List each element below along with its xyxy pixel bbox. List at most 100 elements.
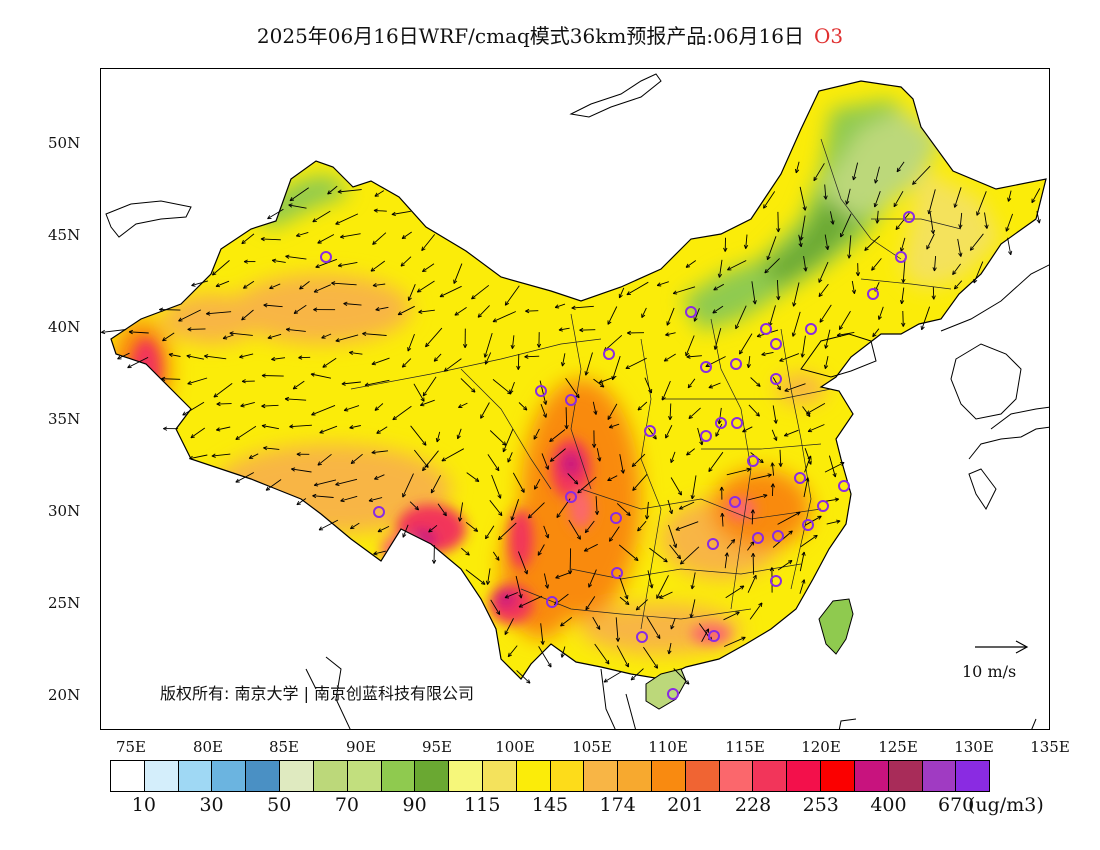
wind-arrow-head (577, 491, 582, 494)
wind-arrow (318, 519, 339, 531)
wind-arrow-head (374, 408, 379, 411)
wind-arrow-head (265, 486, 269, 491)
wind-arrow-head (801, 551, 805, 556)
wind-arrow (511, 499, 520, 521)
wind-arrow (686, 355, 702, 358)
wind-arrow-head (875, 219, 878, 224)
wind-arrow-head (926, 246, 931, 250)
wind-arrow (848, 235, 852, 259)
wind-arrow-head (435, 437, 438, 443)
wind-arrow-head (577, 489, 580, 494)
legend-swatch (685, 761, 720, 791)
wind-arrow-head (726, 552, 729, 557)
legend-swatch (652, 761, 686, 791)
wind-arrow-head (841, 462, 845, 466)
wind-arrow-head (686, 356, 691, 359)
wind-arrow-head (750, 541, 755, 544)
wind-arrow-head (585, 607, 590, 611)
wind-arrow-head (556, 515, 561, 518)
wind-arrow-head (896, 167, 899, 172)
wind-arrow-head (689, 613, 692, 618)
wind-arrow (402, 524, 409, 538)
wind-arrow (417, 280, 435, 293)
wind-arrow-head (285, 255, 290, 259)
lat-label-25n: 25N (48, 594, 81, 612)
wind-arrow-head (666, 322, 671, 326)
wind-arrow (750, 474, 772, 480)
wind-arrow (630, 668, 644, 681)
wind-arrow (824, 234, 829, 250)
wind-arrow-head (718, 420, 722, 425)
wind-arrow (421, 234, 436, 251)
wind-arrow (561, 353, 566, 367)
wind-arrow-head (825, 195, 828, 200)
city-markers (320, 211, 915, 700)
wind-arrow-head (296, 235, 301, 238)
wind-arrow (837, 331, 855, 336)
wind-arrow-head (371, 363, 376, 366)
wind-arrow (243, 280, 255, 289)
wind-vector-field (101, 161, 1041, 685)
wind-arrow-head (462, 344, 466, 348)
city-marker (770, 373, 782, 385)
wind-arrow (799, 579, 805, 594)
wind-arrow-head (959, 224, 963, 229)
wind-arrow-head (836, 519, 841, 522)
wind-arrow (543, 573, 549, 589)
wind-arrow-head (343, 407, 348, 411)
wind-arrow-head (128, 331, 133, 335)
wind-arrow-head (374, 192, 378, 197)
wind-arrow-head (596, 510, 600, 515)
wind-arrow-head (547, 664, 552, 668)
wind-arrow-head (533, 436, 538, 440)
wind-arrow (727, 260, 747, 271)
wind-arrow-head (417, 291, 422, 293)
wind-arrow (484, 332, 493, 358)
wind-arrow (901, 287, 905, 304)
wind-arrow-head (657, 285, 662, 287)
wind-arrow-head (261, 375, 266, 378)
wind-arrow-head (471, 297, 476, 300)
wind-arrow (723, 611, 740, 621)
wind-arrow (840, 213, 852, 238)
wind-arrow-head (337, 189, 342, 193)
wind-arrow-head (317, 463, 322, 466)
wind-arrow-head (878, 316, 882, 320)
wind-arrow-head (969, 246, 972, 251)
wind-arrow (541, 453, 549, 470)
wind-arrow-head (685, 682, 690, 685)
wind-arrow-head (311, 411, 315, 416)
wind-arrow (311, 404, 336, 416)
wind-arrow-head (128, 329, 133, 333)
wind-arrow (957, 238, 962, 257)
wind-arrow (400, 256, 412, 267)
wind-arrow-head (834, 497, 839, 500)
wind-arrow-head (818, 279, 823, 283)
wind-arrow-head (727, 266, 731, 271)
wind-arrow-head (350, 525, 353, 529)
wind-arrow-head (350, 527, 355, 530)
wind-arrow-head (973, 279, 978, 284)
wind-arrow (687, 378, 696, 389)
wind-arrow-head (211, 453, 216, 457)
city-marker (700, 361, 712, 373)
wind-arrow (1031, 188, 1041, 203)
wind-arrow-head (159, 307, 164, 310)
wind-arrow (799, 186, 806, 211)
wind-arrow-head (428, 528, 431, 533)
wind-arrow-head (500, 511, 503, 516)
wind-arrow (603, 671, 622, 683)
wind-arrow-head (588, 584, 593, 588)
legend-swatch (922, 761, 957, 791)
wind-arrow-head (769, 567, 773, 572)
wind-arrow (668, 642, 672, 655)
wind-arrow-head (464, 343, 468, 349)
lon-label-80e: 80E (192, 738, 224, 756)
wind-arrow-head (759, 461, 764, 464)
wind-arrow-head (288, 203, 293, 206)
wind-arrow-head (803, 551, 806, 556)
map-frame (100, 68, 1050, 730)
wind-arrow-head (670, 459, 675, 464)
wind-arrow (269, 283, 281, 289)
wind-arrow (527, 502, 545, 519)
